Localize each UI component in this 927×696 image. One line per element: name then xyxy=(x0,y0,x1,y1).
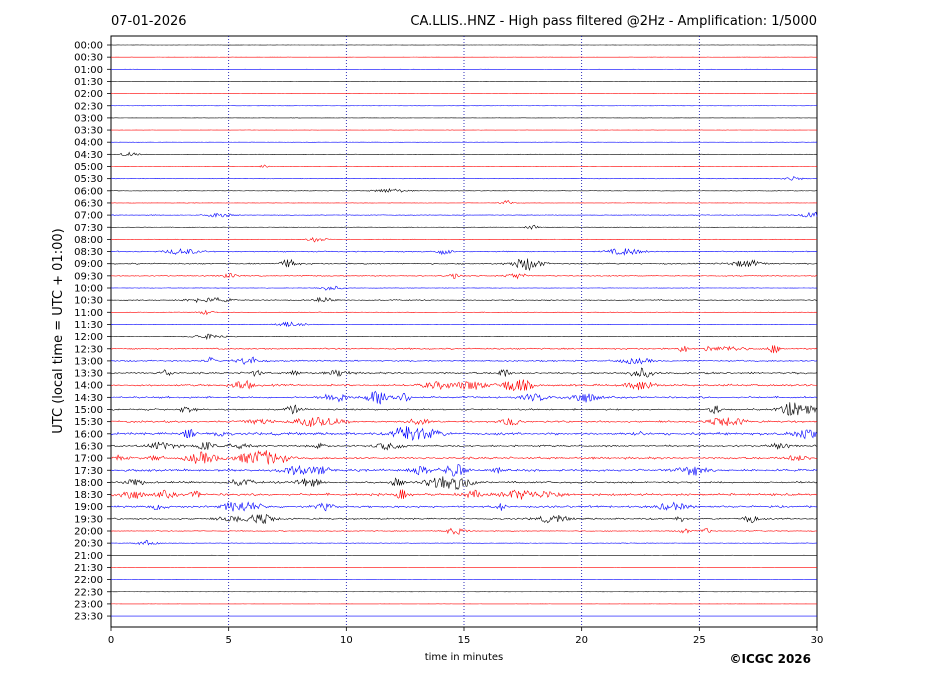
x-tick-label: 15 xyxy=(458,635,471,646)
y-tick-label: 12:00 xyxy=(74,332,103,343)
y-tick-label: 12:30 xyxy=(74,344,103,355)
y-tick-label: 05:00 xyxy=(74,162,103,173)
y-tick-label: 15:00 xyxy=(74,405,103,416)
x-tick-label: 25 xyxy=(693,635,706,646)
y-tick-label: 16:30 xyxy=(74,441,103,452)
trace-08-00 xyxy=(110,236,818,243)
trace-05-00 xyxy=(111,164,817,168)
x-tick-label: 30 xyxy=(811,635,824,646)
y-tick-label: 13:00 xyxy=(74,356,103,367)
y-tick-label: 03:30 xyxy=(74,126,103,137)
y-tick-label: 03:00 xyxy=(74,113,103,124)
y-tick-label: 10:00 xyxy=(74,284,103,295)
trace-20-00 xyxy=(110,527,818,535)
y-tick-label: 11:30 xyxy=(74,320,103,331)
y-tick-label: 11:00 xyxy=(74,308,103,319)
trace-11-30 xyxy=(110,321,818,327)
y-tick-label: 08:00 xyxy=(74,235,103,246)
trace-19-30 xyxy=(110,513,818,525)
y-tick-label: 18:30 xyxy=(74,490,103,501)
y-tick-label: 14:30 xyxy=(74,393,103,404)
trace-09-30 xyxy=(110,273,818,280)
trace-11-00 xyxy=(110,309,818,316)
y-tick-label: 09:30 xyxy=(74,271,103,282)
y-tick-label: 05:30 xyxy=(74,174,103,185)
trace-19-00 xyxy=(110,501,818,512)
y-tick-label: 00:30 xyxy=(74,53,103,64)
y-tick-label: 19:00 xyxy=(74,502,103,513)
vertical-grid xyxy=(228,36,700,627)
y-tick-label: 20:30 xyxy=(74,539,103,550)
trace-lines xyxy=(110,44,818,617)
y-tick-label: 19:30 xyxy=(74,514,103,525)
trace-14-00 xyxy=(110,379,818,392)
trace-15-30 xyxy=(110,417,818,427)
trace-15-00 xyxy=(110,402,818,416)
x-tick-label: 20 xyxy=(575,635,588,646)
y-tick-label: 04:00 xyxy=(74,138,103,149)
trace-09-00 xyxy=(110,258,818,272)
y-tick-label: 15:30 xyxy=(74,417,103,428)
y-tick-label: 07:30 xyxy=(74,223,103,234)
y-tick-label: 09:00 xyxy=(74,259,103,270)
trace-14-30 xyxy=(110,390,818,405)
y-tick-label: 20:00 xyxy=(74,527,103,538)
y-tick-label: 14:00 xyxy=(74,381,103,392)
y-tick-label: 01:30 xyxy=(74,77,103,88)
trace-16-00 xyxy=(110,426,818,442)
y-tick-label: 01:00 xyxy=(74,65,103,76)
y-tick-label: 23:00 xyxy=(74,599,103,610)
trace-17-30 xyxy=(110,464,818,477)
x-tick-label: 10 xyxy=(340,635,353,646)
y-tick-label: 22:30 xyxy=(74,587,103,598)
trace-04-30 xyxy=(110,151,818,156)
y-tick-label: 08:30 xyxy=(74,247,103,258)
y-tick-label: 07:00 xyxy=(74,211,103,222)
trace-12-00 xyxy=(110,333,818,341)
y-tick-label: 02:00 xyxy=(74,89,103,100)
x-axis-ticks: 0 5 10 15 20 25 30 xyxy=(108,627,824,646)
y-tick-label: 23:30 xyxy=(74,612,103,623)
trace-08-30 xyxy=(110,248,818,256)
trace-06-00 xyxy=(110,187,818,193)
trace-12-30 xyxy=(110,345,818,354)
trace-06-30 xyxy=(110,200,818,205)
y-tick-label: 06:30 xyxy=(74,198,103,209)
y-axis-label: UTC (local time = UTC + 01:00) xyxy=(51,228,66,433)
date-label: 07-01-2026 xyxy=(111,14,187,29)
y-tick-label: 02:30 xyxy=(74,101,103,112)
trace-13-00 xyxy=(110,356,818,365)
x-axis-label: time in minutes xyxy=(425,652,504,663)
y-tick-label: 13:30 xyxy=(74,369,103,380)
trace-17-00 xyxy=(111,449,818,465)
trace-16-30 xyxy=(110,441,818,451)
y-tick-label: 16:00 xyxy=(74,429,103,440)
y-tick-label: 21:00 xyxy=(74,551,103,562)
trace-18-30 xyxy=(110,489,818,500)
y-tick-label: 22:00 xyxy=(74,575,103,586)
trace-07-30 xyxy=(110,224,818,230)
trace-10-30 xyxy=(110,296,818,304)
trace-18-00 xyxy=(110,476,818,491)
y-tick-label: 18:00 xyxy=(74,478,103,489)
chart-title: CA.LLIS..HNZ - High pass filtered @2Hz -… xyxy=(410,14,817,29)
x-tick-label: 0 xyxy=(108,635,114,646)
copyright-label: ©ICGC 2026 xyxy=(729,652,811,666)
y-tick-label: 04:30 xyxy=(74,150,103,161)
plot-frame xyxy=(110,35,818,628)
y-tick-label: 17:00 xyxy=(74,454,103,465)
trace-05-30 xyxy=(110,176,818,181)
y-tick-label: 06:00 xyxy=(74,186,103,197)
y-tick-label: 17:30 xyxy=(74,466,103,477)
trace-10-00 xyxy=(110,285,818,291)
y-tick-label: 00:00 xyxy=(74,41,103,52)
trace-13-30 xyxy=(110,367,818,378)
trace-07-00 xyxy=(110,211,818,218)
trace-20-30 xyxy=(110,539,818,546)
x-tick-label: 5 xyxy=(225,635,231,646)
y-tick-label: 21:30 xyxy=(74,563,103,574)
y-tick-label: 10:30 xyxy=(74,296,103,307)
